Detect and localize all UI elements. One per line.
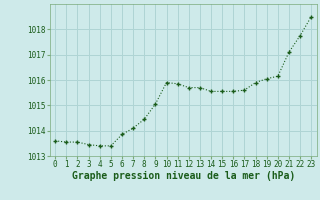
X-axis label: Graphe pression niveau de la mer (hPa): Graphe pression niveau de la mer (hPa)	[72, 171, 295, 181]
